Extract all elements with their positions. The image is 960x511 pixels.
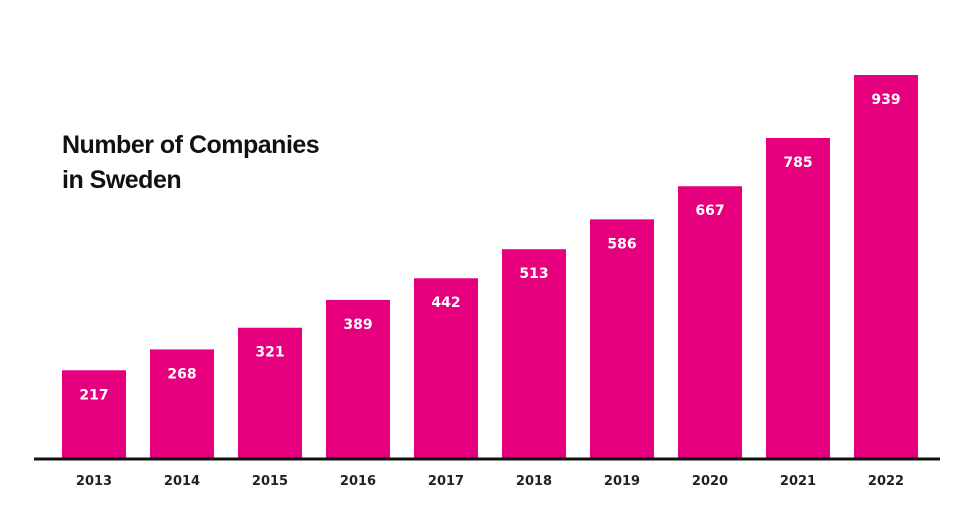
bar-2017: [414, 278, 478, 459]
bar-2015: [238, 327, 302, 459]
x-tick-labels-group: 2013 2014 2015 2016 2017 2018 2019 2020 2021 2022: [76, 474, 904, 489]
bar-value-label-2014: 268: [167, 366, 196, 382]
bar-2014: [150, 349, 214, 459]
x-tick-label-2021: 2021: [780, 474, 816, 489]
chart-title: Number of Companies in Sweden: [62, 128, 320, 198]
bar-value-label-2015: 321: [255, 345, 284, 361]
x-tick-label-2019: 2019: [604, 474, 640, 489]
bar-labels-group: 217 268 321 389 442 513 586 667 785 939: [79, 92, 900, 403]
x-tick-label-2016: 2016: [340, 474, 376, 489]
bar-value-label-2020: 667: [695, 203, 724, 219]
bar-value-label-2013: 217: [79, 387, 108, 403]
bars-group: [62, 75, 918, 460]
x-tick-label-2022: 2022: [868, 474, 904, 489]
bar-value-label-2016: 389: [343, 317, 372, 333]
x-tick-label-2014: 2014: [164, 474, 200, 489]
bar-2020: [678, 186, 742, 460]
bar-value-label-2018: 513: [519, 266, 548, 282]
bar-2022: [854, 75, 918, 459]
bar-2016: [326, 299, 390, 459]
bar-value-label-2022: 939: [871, 92, 900, 108]
bar-2018: [502, 249, 566, 459]
x-tick-label-2017: 2017: [428, 474, 464, 489]
bar-2019: [590, 219, 654, 459]
x-tick-label-2018: 2018: [516, 474, 552, 489]
bar-value-label-2019: 586: [607, 236, 636, 252]
bar-value-label-2017: 442: [431, 295, 460, 311]
chart-title-line-1: Number of Companies: [62, 131, 320, 159]
x-tick-label-2015: 2015: [252, 474, 288, 489]
bar-value-label-2021: 785: [783, 155, 812, 171]
chart-title-line-2: in Sweden: [62, 166, 182, 194]
x-tick-label-2020: 2020: [692, 474, 728, 489]
x-tick-label-2013: 2013: [76, 474, 112, 489]
bar-2013: [62, 370, 126, 459]
bar-2021: [766, 137, 830, 459]
